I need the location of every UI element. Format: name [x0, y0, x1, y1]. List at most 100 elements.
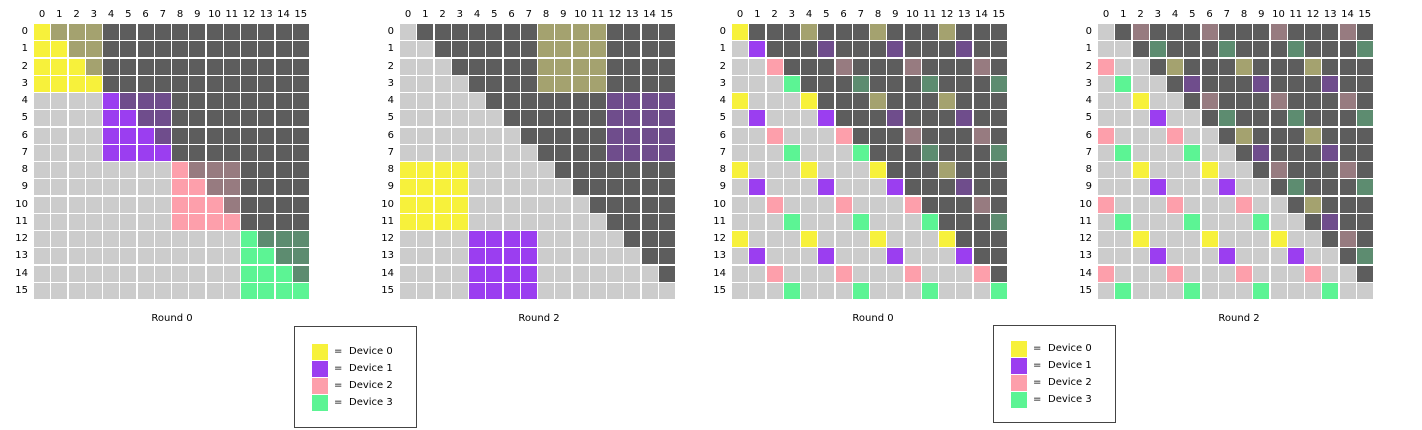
legend-equals: =	[1033, 360, 1042, 371]
matrix-cell	[607, 162, 623, 178]
matrix-cell	[1201, 162, 1218, 178]
matrix-cell	[1132, 58, 1149, 75]
matrix-cell	[835, 248, 852, 265]
matrix-cell	[1305, 93, 1321, 109]
matrix-cell	[486, 41, 503, 58]
matrix-cell	[417, 162, 434, 178]
matrix-cell	[973, 248, 990, 265]
matrix-cell	[1287, 213, 1304, 230]
matrix-cell	[956, 179, 973, 196]
matrix-cell	[1132, 93, 1149, 109]
matrix-cell	[51, 75, 68, 92]
matrix-cell	[801, 75, 817, 92]
matrix-cell	[589, 41, 606, 58]
matrix-cell	[520, 162, 537, 178]
column-index-label: 15	[660, 9, 674, 20]
matrix-cell	[766, 127, 783, 144]
matrix-cell	[1236, 127, 1252, 144]
row-index-label: 15	[15, 284, 28, 296]
matrix-cell	[658, 127, 675, 144]
matrix-cell	[1149, 58, 1166, 75]
matrix-cell	[732, 179, 748, 196]
matrix-cell	[486, 162, 503, 178]
matrix-cell	[1201, 282, 1218, 299]
matrix-cell	[189, 196, 206, 213]
matrix-cell	[732, 144, 748, 161]
matrix-cell	[732, 41, 748, 58]
matrix-cell	[956, 127, 973, 144]
matrix-cell	[904, 41, 921, 58]
legend-label: Device 3	[1048, 394, 1092, 405]
matrix-cell	[990, 24, 1007, 40]
matrix-cell	[801, 58, 817, 75]
matrix-cell	[852, 58, 869, 75]
matrix-cell	[973, 162, 990, 178]
matrix-cell	[1236, 93, 1252, 109]
matrix-cell	[451, 248, 468, 265]
matrix-cell	[1098, 179, 1114, 196]
matrix-cell	[1132, 265, 1149, 282]
matrix-cell	[887, 75, 904, 92]
matrix-cell	[400, 213, 416, 230]
matrix-cell	[538, 127, 554, 144]
matrix-cell	[292, 213, 309, 230]
caption-cyclic-round-2: Round 2	[1218, 313, 1260, 324]
matrix-cell	[258, 248, 275, 265]
matrix-cell	[223, 231, 240, 247]
matrix-cell	[589, 24, 606, 40]
matrix-cell	[503, 144, 520, 161]
matrix-cell	[1132, 179, 1149, 196]
matrix-cell	[887, 213, 904, 230]
matrix-cell	[1149, 179, 1166, 196]
matrix-cell	[835, 41, 852, 58]
matrix-cell	[172, 213, 188, 230]
matrix-cell	[1236, 248, 1252, 265]
matrix-cell	[34, 93, 50, 109]
matrix-cell	[1356, 110, 1373, 127]
column-index-label: 0	[1102, 9, 1110, 20]
matrix-cell	[852, 162, 869, 178]
matrix-cell	[85, 144, 102, 161]
matrix-cell	[520, 75, 537, 92]
matrix-cell	[137, 179, 154, 196]
matrix-cell	[1270, 265, 1287, 282]
matrix-cell	[1132, 162, 1149, 178]
matrix-cell	[835, 127, 852, 144]
matrix-cell	[172, 75, 188, 92]
matrix-cell	[572, 58, 589, 75]
matrix-cell	[555, 144, 572, 161]
legend-label: Device 1	[1048, 360, 1092, 371]
matrix-cell	[641, 110, 658, 127]
matrix-cell	[1305, 24, 1321, 40]
matrix-cell	[1184, 93, 1201, 109]
matrix-cell	[292, 41, 309, 58]
matrix-cell	[241, 127, 257, 144]
matrix-cell	[137, 93, 154, 109]
matrix-cell	[520, 41, 537, 58]
matrix-cell	[783, 93, 800, 109]
matrix-cell	[85, 58, 102, 75]
matrix-cell	[1270, 248, 1287, 265]
matrix-cell	[538, 41, 554, 58]
matrix-cell	[956, 24, 973, 40]
matrix-cell	[956, 248, 973, 265]
matrix-cell	[921, 127, 938, 144]
column-index-label: 7	[1223, 9, 1230, 20]
matrix-cell	[103, 24, 119, 40]
matrix-cell	[1149, 162, 1166, 178]
column-index-label: 13	[1323, 9, 1337, 20]
matrix-cell	[1149, 144, 1166, 161]
matrix-cell	[292, 282, 309, 299]
matrix-cell	[572, 282, 589, 299]
matrix-cell	[1218, 127, 1235, 144]
matrix-cell	[206, 265, 223, 282]
matrix-cell	[34, 196, 50, 213]
matrix-cell	[870, 75, 886, 92]
matrix-cell	[1167, 93, 1183, 109]
matrix-cell	[120, 282, 137, 299]
matrix-cell	[451, 93, 468, 109]
column-index-label: 1	[56, 9, 63, 20]
matrix-cell	[451, 213, 468, 230]
matrix-cell	[835, 265, 852, 282]
matrix-cell	[1218, 196, 1235, 213]
